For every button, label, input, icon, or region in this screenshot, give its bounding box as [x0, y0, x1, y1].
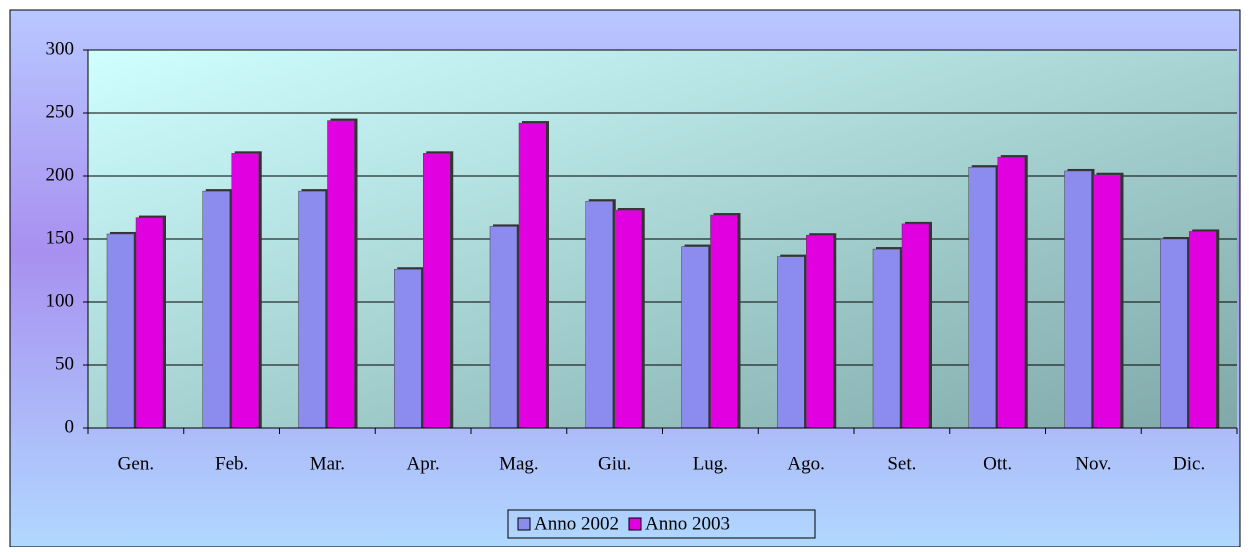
x-tick-label: Ago. — [787, 453, 824, 474]
bar — [681, 246, 709, 429]
bar — [806, 234, 834, 429]
y-tick-label: 50 — [55, 353, 74, 374]
bar — [135, 217, 164, 429]
bar — [901, 223, 930, 429]
bar — [394, 268, 422, 429]
y-tick-label: 250 — [46, 101, 75, 122]
bar — [777, 256, 805, 429]
legend-swatch — [517, 517, 531, 531]
bar — [489, 226, 518, 429]
bar — [423, 153, 451, 429]
y-tick-label: 150 — [46, 227, 75, 248]
x-tick-label: Ott. — [983, 453, 1012, 474]
bar — [106, 233, 135, 429]
legend-label: Anno 2002 — [534, 513, 619, 534]
x-tick-label: Set. — [887, 453, 916, 474]
bar — [327, 120, 355, 429]
legend-label: Anno 2003 — [645, 513, 730, 534]
bar — [585, 200, 613, 429]
bar — [997, 156, 1025, 429]
bar — [231, 153, 259, 429]
bar — [1160, 238, 1188, 429]
bar — [872, 248, 901, 429]
x-tick-label: Nov. — [1075, 453, 1111, 474]
bar — [1064, 170, 1092, 429]
legend — [507, 509, 816, 539]
x-tick-label: Lug. — [693, 453, 728, 474]
x-tick-label: Dic. — [1173, 453, 1205, 474]
y-tick-label: 200 — [46, 164, 75, 185]
bar — [1189, 231, 1217, 429]
bar — [710, 214, 738, 429]
bar — [614, 209, 642, 429]
bar — [298, 190, 326, 429]
bar — [518, 122, 547, 429]
x-tick-label: Mar. — [310, 453, 345, 474]
y-tick-label: 0 — [65, 416, 75, 437]
bar — [968, 166, 996, 429]
x-tick-label: Gen. — [118, 453, 154, 474]
legend-swatch — [628, 517, 642, 531]
bar — [1093, 174, 1121, 429]
x-tick-label: Mag. — [499, 453, 539, 474]
y-tick-label: 100 — [46, 290, 75, 311]
bar — [202, 190, 230, 429]
x-tick-label: Giu. — [598, 453, 631, 474]
x-tick-label: Apr. — [407, 453, 440, 474]
y-tick-label: 300 — [46, 38, 75, 59]
x-tick-label: Feb. — [215, 453, 248, 474]
